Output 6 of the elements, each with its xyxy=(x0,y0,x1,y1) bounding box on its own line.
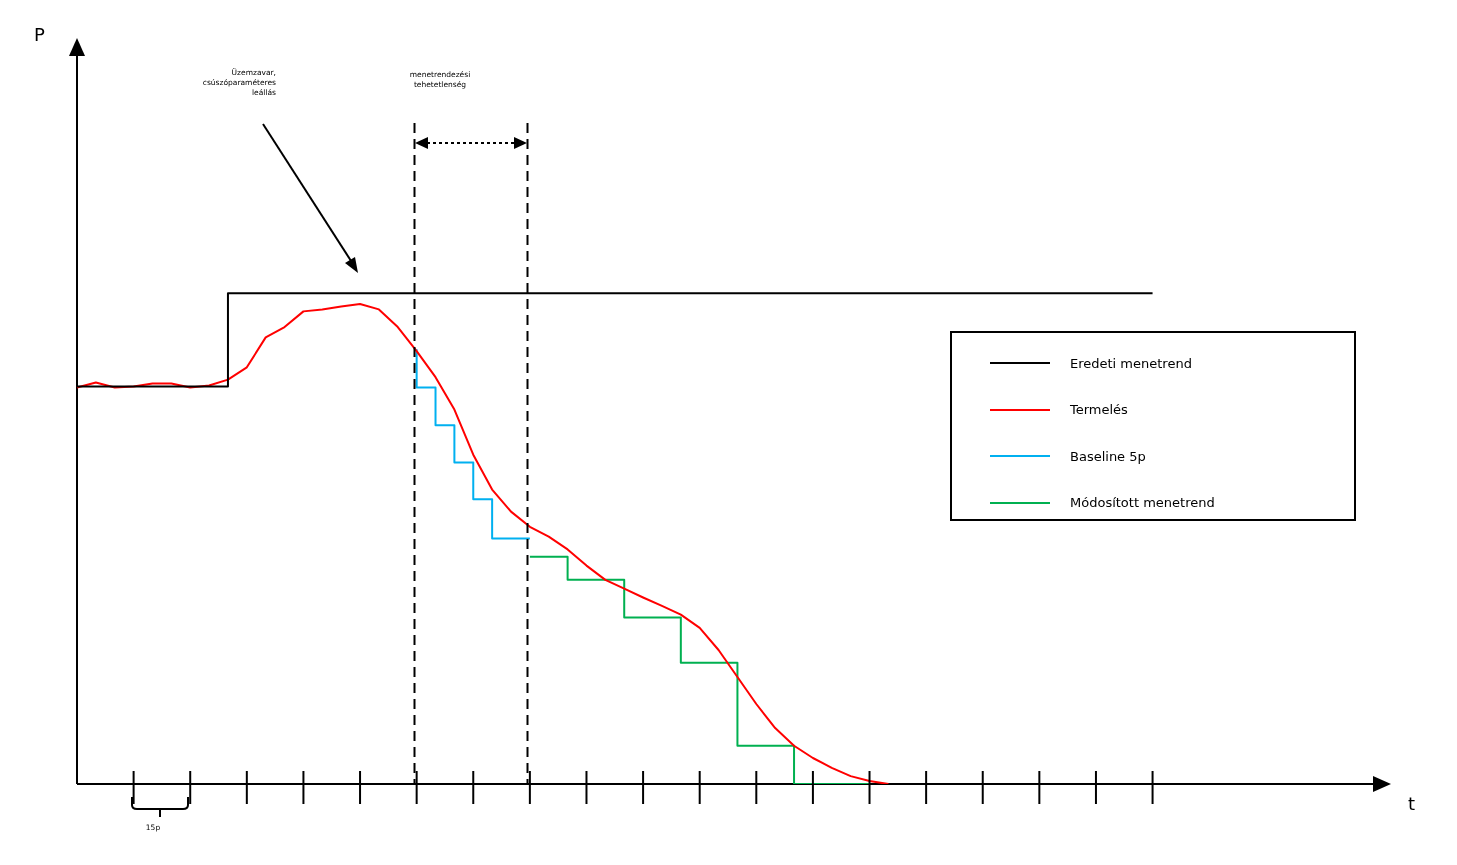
legend-label: Baseline 5p xyxy=(1070,448,1146,464)
text: t xyxy=(1408,793,1416,814)
legend-label: Termelés xyxy=(1070,402,1128,417)
text: P xyxy=(34,24,45,45)
legend-label: Eredeti menetrend xyxy=(1070,355,1192,371)
legend-label: Módosított menetrend xyxy=(1070,495,1215,510)
